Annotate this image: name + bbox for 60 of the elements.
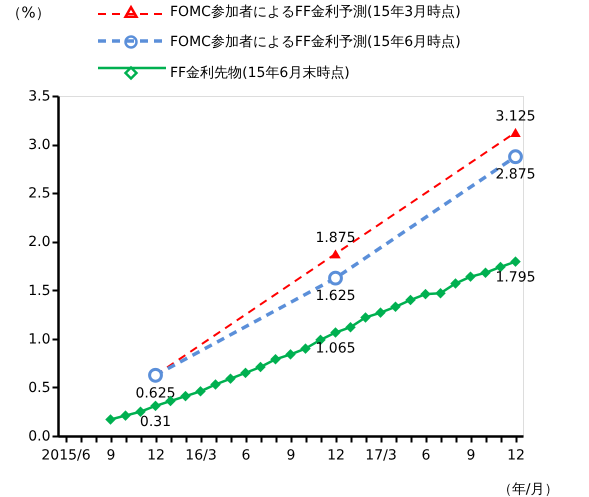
data-label: 1.065 — [315, 340, 356, 357]
data-label: 0.625 — [135, 385, 176, 402]
legend-label: FOMC参加者によるFF金利予測(15年6月時点) — [170, 34, 461, 50]
y-tick-label: 2.5 — [28, 186, 50, 202]
point — [240, 368, 251, 378]
x-tick-label: 9 — [106, 448, 116, 464]
legend-label: FF金利先物(15年6月末時点) — [170, 65, 350, 81]
legend-label: FOMC参加者によるFF金利予測(15年3月時点) — [170, 4, 461, 20]
data-label: 1.625 — [315, 288, 356, 304]
point — [450, 278, 461, 289]
point — [300, 343, 311, 354]
x-tick-label: 16/3 — [185, 448, 217, 464]
data-label: 1.875 — [315, 230, 356, 246]
point — [420, 288, 431, 300]
data-label: 1.795 — [495, 270, 536, 286]
point — [405, 294, 416, 306]
x-tick-label: 9 — [466, 448, 476, 464]
point — [328, 270, 343, 286]
y-tick-label: 3.0 — [28, 137, 50, 154]
point — [225, 373, 236, 384]
y-tick-label: 1.5 — [28, 282, 50, 299]
point — [195, 386, 206, 397]
point — [105, 414, 116, 425]
point — [345, 322, 356, 332]
point — [135, 406, 146, 417]
data-label: 0.31 — [140, 414, 172, 430]
y-tick-label: 3.5 — [28, 88, 50, 104]
data-label: 3.125 — [495, 108, 536, 124]
point — [270, 354, 281, 364]
point — [330, 327, 341, 338]
data-label: 2.875 — [495, 166, 536, 183]
point — [510, 256, 521, 267]
y-tick-label: 0.5 — [28, 380, 50, 396]
y-tick-label: 2.0 — [28, 234, 50, 250]
point — [120, 410, 131, 421]
x-tick-label: 17/3 — [365, 448, 397, 464]
x-tick-label: 6 — [242, 448, 251, 464]
y-axis-title: （%） — [6, 4, 51, 22]
point — [480, 268, 491, 278]
y-tick-label: 1.0 — [28, 331, 50, 348]
point — [255, 362, 266, 372]
point — [375, 307, 386, 318]
x-tick-label: 9 — [286, 448, 296, 464]
point — [148, 368, 163, 383]
point — [465, 271, 476, 282]
x-tick-label: 12 — [147, 448, 165, 464]
x-axis-title: （年/月） — [498, 482, 558, 497]
y-tick-label: 0.0 — [28, 428, 50, 444]
x-tick-label: 12 — [507, 448, 525, 464]
point — [210, 379, 221, 390]
point — [435, 288, 446, 298]
point — [285, 349, 296, 360]
x-tick-label: 12 — [327, 448, 345, 464]
point — [360, 312, 371, 323]
point — [180, 390, 191, 402]
x-tick-label: 6 — [422, 448, 431, 464]
x-tick-label: 2015/6 — [41, 448, 91, 464]
point — [508, 149, 523, 164]
point — [150, 400, 161, 412]
point — [390, 302, 401, 312]
